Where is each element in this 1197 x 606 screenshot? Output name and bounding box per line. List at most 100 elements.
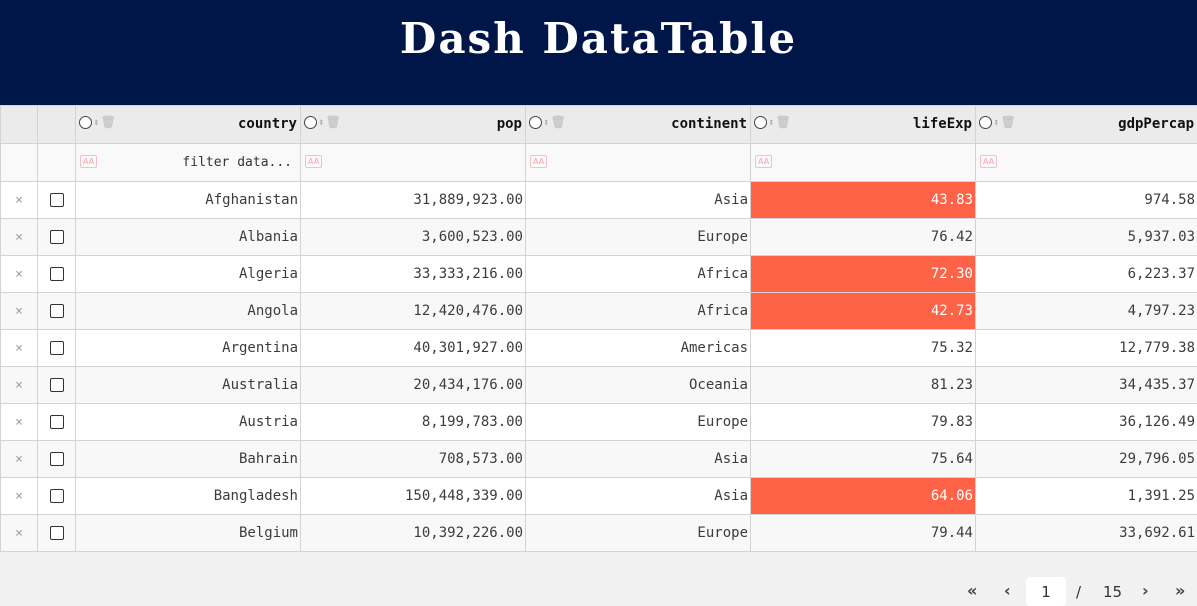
cell-gdpPercap[interactable]: 974.58 xyxy=(975,181,1197,219)
cell-pop[interactable]: 33,333,216.00 xyxy=(300,255,526,293)
cell-continent[interactable]: Asia xyxy=(525,181,751,219)
cell-country[interactable]: Albania xyxy=(75,218,301,256)
cell-country[interactable]: Afghanistan xyxy=(75,181,301,219)
filter-cell-gdpPercap[interactable]: AA xyxy=(975,143,1197,182)
cell-continent[interactable]: Americas xyxy=(525,329,751,367)
row-select-checkbox[interactable] xyxy=(49,267,64,281)
row-select-checkbox[interactable] xyxy=(49,415,64,429)
case-sensitive-icon[interactable]: AA xyxy=(755,155,773,168)
delete-column-icon[interactable]: 🗑 xyxy=(325,115,341,129)
delete-column-icon[interactable]: 🗑 xyxy=(775,115,791,129)
select-column-radio-icon[interactable] xyxy=(754,115,767,129)
cell-gdpPercap[interactable]: 12,779.38 xyxy=(975,329,1197,367)
cell-gdpPercap[interactable]: 4,797.23 xyxy=(975,292,1197,330)
cell-continent[interactable]: Africa xyxy=(525,255,751,293)
row-select-checkbox[interactable] xyxy=(49,304,64,318)
case-sensitive-icon[interactable]: AA xyxy=(980,155,998,168)
current-page-input[interactable]: 1 xyxy=(1026,577,1066,606)
cell-pop[interactable]: 8,199,783.00 xyxy=(300,403,526,441)
cell-gdpPercap[interactable]: 1,391.25 xyxy=(975,477,1197,515)
cell-pop[interactable]: 40,301,927.00 xyxy=(300,329,526,367)
cell-country[interactable]: Angola xyxy=(75,292,301,330)
filter-cell-lifeExp[interactable]: AA xyxy=(750,143,976,182)
previous-page-button[interactable]: ‹ xyxy=(1004,581,1011,600)
select-column-radio-icon[interactable] xyxy=(979,115,992,129)
delete-row-icon[interactable]: × xyxy=(0,477,38,515)
case-sensitive-icon[interactable]: AA xyxy=(530,155,548,168)
filter-cell-continent[interactable]: AA xyxy=(525,143,751,182)
delete-row-icon[interactable]: × xyxy=(0,366,38,404)
first-page-button[interactable]: « xyxy=(967,581,978,600)
sort-icon[interactable]: ⬍ xyxy=(543,115,550,129)
cell-pop[interactable]: 708,573.00 xyxy=(300,440,526,478)
cell-continent[interactable]: Asia xyxy=(525,477,751,515)
sort-icon[interactable]: ⬍ xyxy=(93,115,100,129)
cell-lifeExp[interactable]: 75.32 xyxy=(750,329,976,367)
cell-pop[interactable]: 31,889,923.00 xyxy=(300,181,526,219)
cell-gdpPercap[interactable]: 5,937.03 xyxy=(975,218,1197,256)
cell-continent[interactable]: Asia xyxy=(525,440,751,478)
cell-gdpPercap[interactable]: 6,223.37 xyxy=(975,255,1197,293)
delete-row-icon[interactable]: × xyxy=(0,329,38,367)
cell-country[interactable]: Austria xyxy=(75,403,301,441)
cell-lifeExp[interactable]: 72.30 xyxy=(750,255,976,293)
select-column-radio-icon[interactable] xyxy=(79,115,92,129)
delete-column-icon[interactable]: 🗑 xyxy=(550,115,566,129)
select-column-radio-icon[interactable] xyxy=(529,115,542,129)
select-column-radio-icon[interactable] xyxy=(304,115,317,129)
cell-country[interactable]: Algeria xyxy=(75,255,301,293)
row-select-checkbox[interactable] xyxy=(49,378,64,392)
delete-row-icon[interactable]: × xyxy=(0,292,38,330)
delete-row-icon[interactable]: × xyxy=(0,403,38,441)
sort-icon[interactable]: ⬍ xyxy=(768,115,775,129)
cell-lifeExp[interactable]: 43.83 xyxy=(750,181,976,219)
cell-country[interactable]: Belgium xyxy=(75,514,301,552)
cell-lifeExp[interactable]: 75.64 xyxy=(750,440,976,478)
sort-icon[interactable]: ⬍ xyxy=(318,115,325,129)
cell-lifeExp[interactable]: 64.06 xyxy=(750,477,976,515)
sort-icon[interactable]: ⬍ xyxy=(993,115,1000,129)
cell-continent[interactable]: Europe xyxy=(525,403,751,441)
row-select-checkbox[interactable] xyxy=(49,489,64,503)
cell-gdpPercap[interactable]: 29,796.05 xyxy=(975,440,1197,478)
filter-cell-country[interactable]: AA filter data... xyxy=(75,143,301,182)
filter-cell-pop[interactable]: AA xyxy=(300,143,526,182)
delete-row-icon[interactable]: × xyxy=(0,440,38,478)
filter-input[interactable]: filter data... xyxy=(182,155,292,170)
row-select-checkbox[interactable] xyxy=(49,193,64,207)
row-select-checkbox[interactable] xyxy=(49,452,64,466)
cell-continent[interactable]: Europe xyxy=(525,514,751,552)
delete-row-icon[interactable]: × xyxy=(0,255,38,293)
case-sensitive-icon[interactable]: AA xyxy=(305,155,323,168)
cell-gdpPercap[interactable]: 34,435.37 xyxy=(975,366,1197,404)
delete-row-icon[interactable]: × xyxy=(0,514,38,552)
cell-pop[interactable]: 3,600,523.00 xyxy=(300,218,526,256)
cell-continent[interactable]: Oceania xyxy=(525,366,751,404)
row-select-checkbox[interactable] xyxy=(49,341,64,355)
cell-country[interactable]: Bahrain xyxy=(75,440,301,478)
cell-pop[interactable]: 150,448,339.00 xyxy=(300,477,526,515)
cell-country[interactable]: Bangladesh xyxy=(75,477,301,515)
cell-pop[interactable]: 10,392,226.00 xyxy=(300,514,526,552)
row-select-checkbox[interactable] xyxy=(49,526,64,540)
next-page-button[interactable]: › xyxy=(1142,581,1149,600)
case-sensitive-icon[interactable]: AA xyxy=(80,155,98,168)
cell-pop[interactable]: 12,420,476.00 xyxy=(300,292,526,330)
row-select-checkbox[interactable] xyxy=(49,230,64,244)
cell-country[interactable]: Australia xyxy=(75,366,301,404)
cell-country[interactable]: Argentina xyxy=(75,329,301,367)
cell-gdpPercap[interactable]: 33,692.61 xyxy=(975,514,1197,552)
delete-row-icon[interactable]: × xyxy=(0,218,38,256)
cell-continent[interactable]: Africa xyxy=(525,292,751,330)
delete-column-icon[interactable]: 🗑 xyxy=(100,115,116,129)
cell-lifeExp[interactable]: 79.83 xyxy=(750,403,976,441)
last-page-button[interactable]: » xyxy=(1175,581,1186,600)
delete-row-icon[interactable]: × xyxy=(0,181,38,219)
cell-lifeExp[interactable]: 79.44 xyxy=(750,514,976,552)
cell-lifeExp[interactable]: 42.73 xyxy=(750,292,976,330)
delete-column-icon[interactable]: 🗑 xyxy=(1000,115,1016,129)
cell-gdpPercap[interactable]: 36,126.49 xyxy=(975,403,1197,441)
cell-pop[interactable]: 20,434,176.00 xyxy=(300,366,526,404)
cell-lifeExp[interactable]: 76.42 xyxy=(750,218,976,256)
cell-lifeExp[interactable]: 81.23 xyxy=(750,366,976,404)
